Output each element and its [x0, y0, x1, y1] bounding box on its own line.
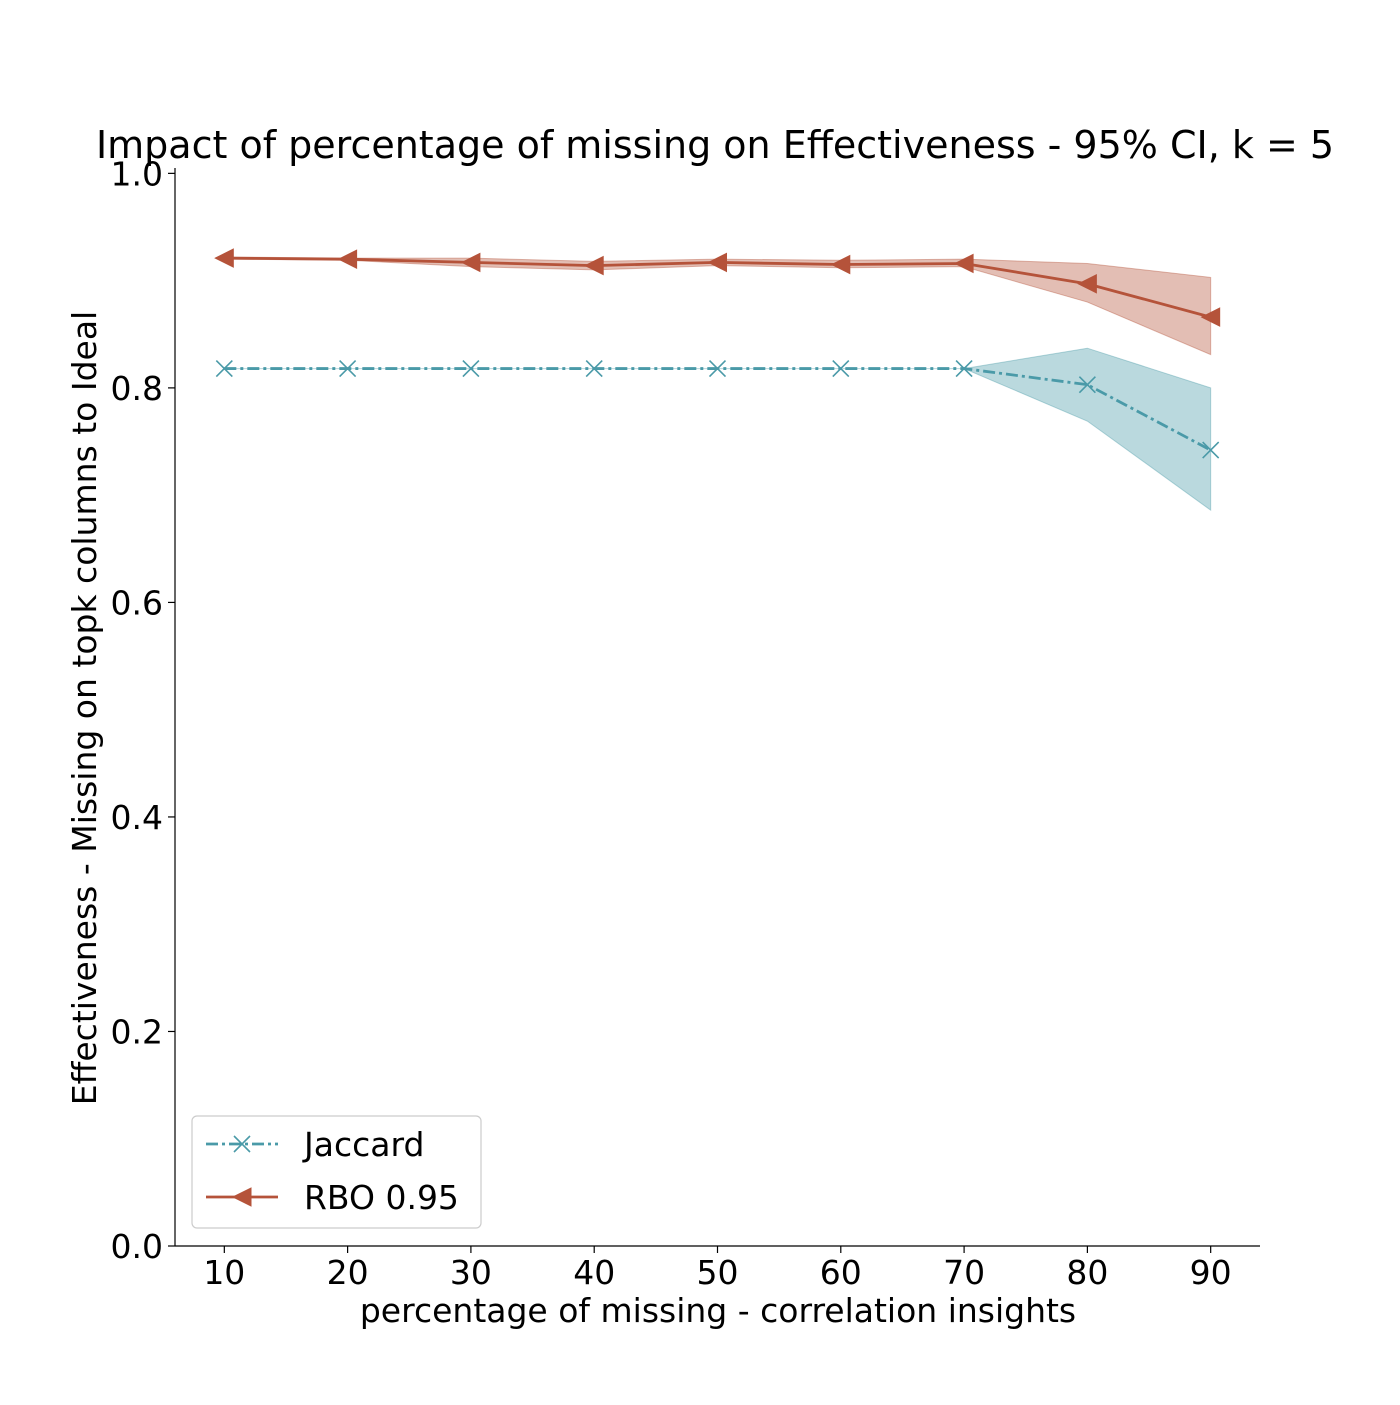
x-tick-label-7: 80 [1066, 1253, 1108, 1292]
x-tick-label-3: 40 [573, 1253, 615, 1292]
legend-label-1: RBO 0.95 [304, 1178, 459, 1217]
legend: Jaccard RBO 0.95 [191, 1115, 482, 1229]
legend-marker-0 [233, 1135, 251, 1153]
x-tick-label-4: 50 [697, 1253, 739, 1292]
data-point-1-2 [460, 252, 481, 273]
data-point-0-8 [1202, 441, 1220, 459]
data-point-0-2 [462, 360, 480, 378]
x-tick-label-8: 90 [1190, 1253, 1232, 1292]
x-tick-label-6: 70 [943, 1253, 985, 1292]
x-tick-label-0: 10 [203, 1253, 245, 1292]
y-tick-label-1: 0.2 [111, 1012, 163, 1051]
x-tick-label-2: 30 [450, 1253, 492, 1292]
data-point-0-7 [1078, 376, 1096, 394]
data-point-0-5 [832, 360, 850, 378]
x-axis-label: percentage of missing - correlation insi… [360, 1291, 1076, 1330]
data-point-1-5 [830, 254, 851, 275]
legend-label-0: Jaccard [302, 1125, 424, 1164]
legend-marker-1 [231, 1187, 252, 1207]
ci-band-series-1 [223, 256, 1212, 356]
axes-layer: 10 20 30 40 50 60 70 80 90 0.0 0.2 0.4 0.6 0.8 1.0 [111, 154, 1260, 1292]
x-tick-label-1: 20 [327, 1253, 369, 1292]
y-tick-label-3: 0.6 [111, 583, 163, 622]
data-point-0-3 [585, 360, 603, 378]
data-point-1-1 [337, 249, 358, 269]
y-tick-label-4: 0.8 [111, 369, 163, 408]
y-tick-label-5: 1.0 [111, 154, 163, 193]
y-tick-label-2: 0.4 [111, 798, 163, 837]
y-axis-label: Effectiveness - Missing on topk columns … [65, 311, 104, 1105]
data-point-0-6 [955, 360, 973, 378]
data-point-1-7 [1077, 274, 1097, 294]
ci-band-series-0 [224, 347, 1212, 512]
data-point-1-6 [953, 253, 974, 274]
data-point-1-0 [214, 248, 234, 268]
x-tick-label-5: 60 [820, 1253, 862, 1292]
data-point-0-1 [339, 360, 357, 378]
legend-box [191, 1115, 482, 1229]
data-point-1-4 [707, 252, 727, 273]
plot-layer [214, 248, 1221, 512]
data-point-0-4 [708, 360, 727, 378]
data-point-1-8 [1200, 307, 1221, 327]
y-tick-label-0: 0.0 [111, 1227, 163, 1266]
chart-title: Impact of percentage of missing on Effec… [96, 123, 1334, 167]
data-point-0-0 [215, 360, 233, 378]
data-point-1-3 [584, 255, 604, 276]
